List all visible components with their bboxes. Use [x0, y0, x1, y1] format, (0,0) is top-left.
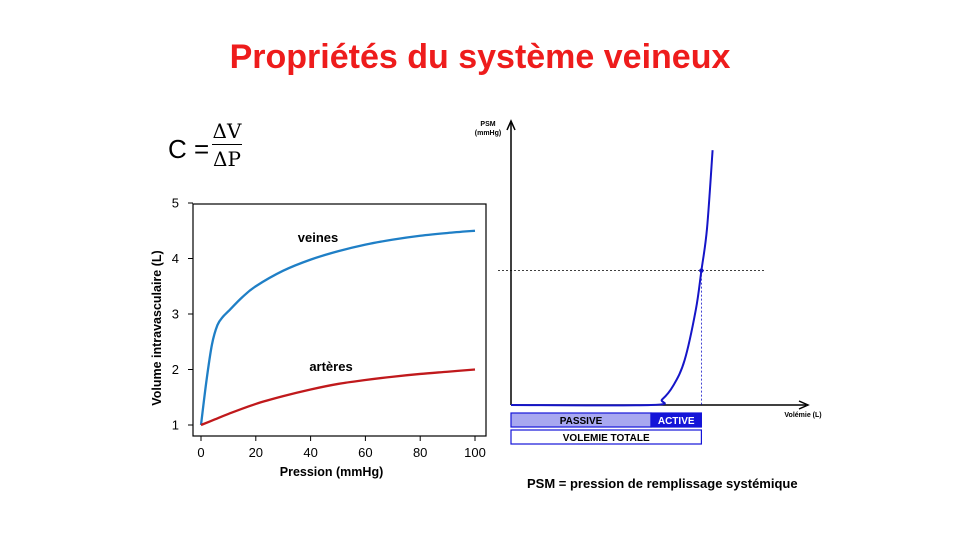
series-line-veines: [199, 229, 476, 426]
x-tick-label: 60: [358, 445, 372, 460]
y-axis-label: Volume intravasculaire (L): [150, 250, 164, 405]
y-axis-label-part: (mmHg): [475, 130, 501, 137]
series-label-arteres: artères: [309, 359, 352, 374]
x-tick-label: 40: [303, 445, 317, 460]
y-axis-label: PSM (mmHg): [475, 121, 501, 137]
formula-denominator: ΔP: [213, 147, 241, 171]
x-axis-label: Volémie (L): [784, 412, 821, 419]
x-axis-arrow: [798, 400, 810, 410]
x-tick-label: 80: [413, 445, 427, 460]
y-tick-label: 3: [172, 307, 179, 322]
series-line-arteres: [200, 368, 476, 427]
x-tick-label: 0: [197, 445, 204, 460]
active-bar: [650, 412, 703, 428]
slide-title: Propriétés du système veineux: [229, 38, 731, 76]
y-axis-label-part: PSM: [480, 121, 495, 128]
passive-bar-label: PASSIVE: [560, 416, 603, 427]
x-tick-label: 100: [464, 445, 486, 460]
y-axis-arrow: [506, 119, 516, 131]
fraction-bar: [212, 144, 242, 145]
x-axis-label: Pression (mmHg): [280, 465, 384, 479]
total-volume-bar: [510, 429, 702, 445]
total-volume-bar-label: VOLEMIE TOTALE: [563, 433, 650, 444]
y-tick-label: 4: [172, 251, 179, 266]
plot-frame: [192, 203, 487, 437]
psm-definition: PSM = pression de remplissage systémique: [527, 476, 798, 491]
reference-point: [699, 268, 704, 273]
formula-numerator: ΔV: [212, 119, 242, 143]
formula-fraction: ΔV ΔP: [212, 118, 242, 173]
y-tick-label: 1: [172, 418, 179, 433]
y-tick-label: 5: [172, 196, 179, 211]
series-label-veines: veines: [298, 230, 338, 245]
active-bar-label: ACTIVE: [658, 416, 695, 427]
formula-lhs: C =: [168, 134, 210, 164]
psm-curve: [510, 150, 714, 407]
y-tick-label: 2: [172, 362, 179, 377]
x-tick-label: 20: [249, 445, 263, 460]
